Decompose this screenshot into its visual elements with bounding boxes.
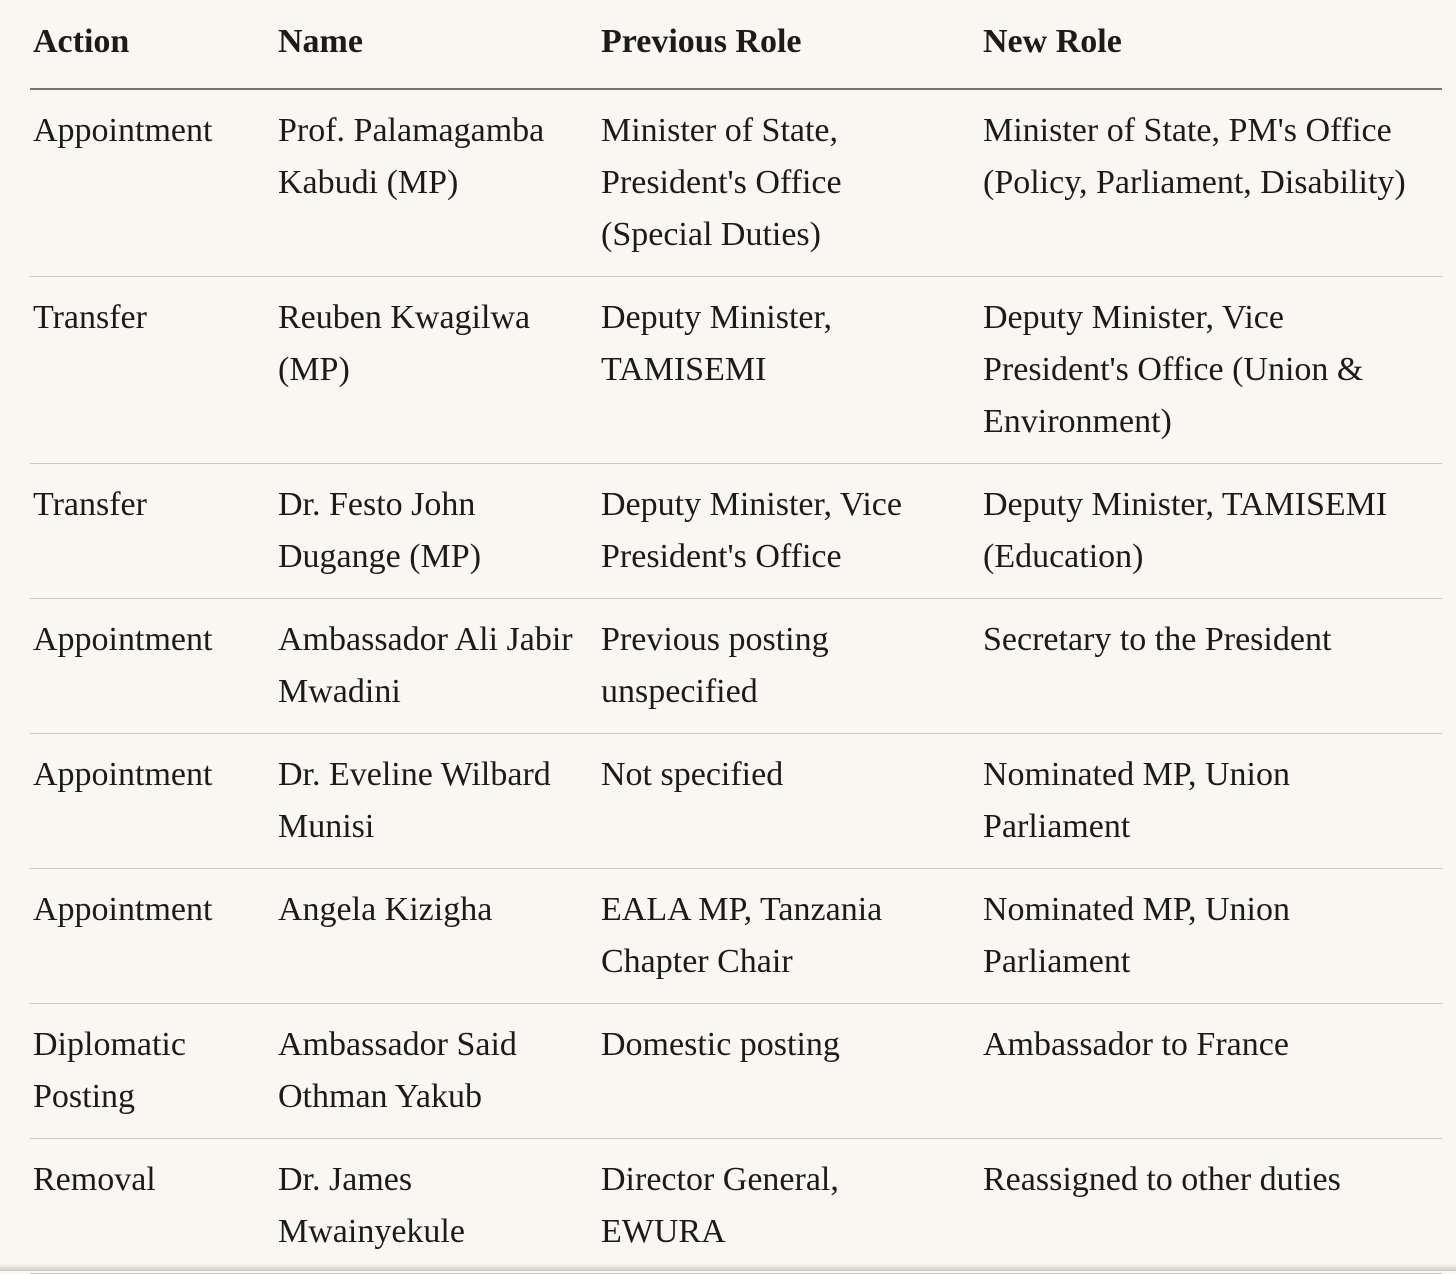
cell-previous-role: Previous posting unspecified xyxy=(598,598,980,734)
cell-name: Ambassador Said Othman Yakub xyxy=(275,1003,598,1139)
cell-name: Dr. Festo John Dugange (MP) xyxy=(275,463,598,599)
column-header-previous-role: Previous Role xyxy=(598,0,980,90)
table-row: Appointment Dr. Eveline Wilbard Munisi N… xyxy=(30,733,1442,869)
cell-previous-role: Minister of State, President's Office (S… xyxy=(598,89,980,277)
table-row: Appointment Angela Kizigha EALA MP, Tanz… xyxy=(30,868,1442,1004)
cell-new-role: Secretary to the President xyxy=(980,598,1442,734)
table-row: Transfer Dr. Festo John Dugange (MP) Dep… xyxy=(30,463,1442,599)
table-row: Removal Dr. James Mwainyekule Director G… xyxy=(30,1138,1442,1274)
cell-name: Dr. Eveline Wilbard Munisi xyxy=(275,733,598,869)
cell-new-role: Nominated MP, Union Parliament xyxy=(980,733,1442,869)
table-row: Appointment Ambassador Ali Jabir Mwadini… xyxy=(30,598,1442,734)
column-header-action: Action xyxy=(30,0,275,90)
table-row: Transfer Reuben Kwagilwa (MP) Deputy Min… xyxy=(30,276,1442,464)
table-row: Appointment Prof. Palamagamba Kabudi (MP… xyxy=(30,89,1442,277)
table-row: Diplomatic Posting Ambassador Said Othma… xyxy=(30,1003,1442,1139)
cell-new-role: Nominated MP, Union Parliament xyxy=(980,868,1442,1004)
appointments-table: Action Name Previous Role New Role Appoi… xyxy=(30,0,1442,1274)
cell-name: Prof. Palamagamba Kabudi (MP) xyxy=(275,89,598,277)
cell-action: Appointment xyxy=(30,733,275,869)
cell-previous-role: Director General, EWURA xyxy=(598,1138,980,1274)
cell-action: Appointment xyxy=(30,89,275,277)
cell-action: Removal xyxy=(30,1138,275,1274)
column-header-name: Name xyxy=(275,0,598,90)
cell-name: Dr. James Mwainyekule xyxy=(275,1138,598,1274)
cell-action: Transfer xyxy=(30,463,275,599)
cell-previous-role: EALA MP, Tanzania Chapter Chair xyxy=(598,868,980,1004)
cell-name: Angela Kizigha xyxy=(275,868,598,1004)
cell-new-role: Deputy Minister, Vice President's Office… xyxy=(980,276,1442,464)
cell-previous-role: Domestic posting xyxy=(598,1003,980,1139)
column-header-new-role: New Role xyxy=(980,0,1442,90)
cell-previous-role: Deputy Minister, TAMISEMI xyxy=(598,276,980,464)
cell-action: Appointment xyxy=(30,598,275,734)
cell-action: Transfer xyxy=(30,276,275,464)
cell-name: Reuben Kwagilwa (MP) xyxy=(275,276,598,464)
cell-action: Diplomatic Posting xyxy=(30,1003,275,1139)
cell-new-role: Reassigned to other duties xyxy=(980,1138,1442,1274)
cell-action: Appointment xyxy=(30,868,275,1004)
cell-previous-role: Not specified xyxy=(598,733,980,869)
cell-new-role: Ambassador to France xyxy=(980,1003,1442,1139)
cell-new-role: Minister of State, PM's Office (Policy, … xyxy=(980,89,1442,277)
cell-name: Ambassador Ali Jabir Mwadini xyxy=(275,598,598,734)
cell-new-role: Deputy Minister, TAMISEMI (Education) xyxy=(980,463,1442,599)
cell-previous-role: Deputy Minister, Vice President's Office xyxy=(598,463,980,599)
table-header-row: Action Name Previous Role New Role xyxy=(30,0,1442,90)
